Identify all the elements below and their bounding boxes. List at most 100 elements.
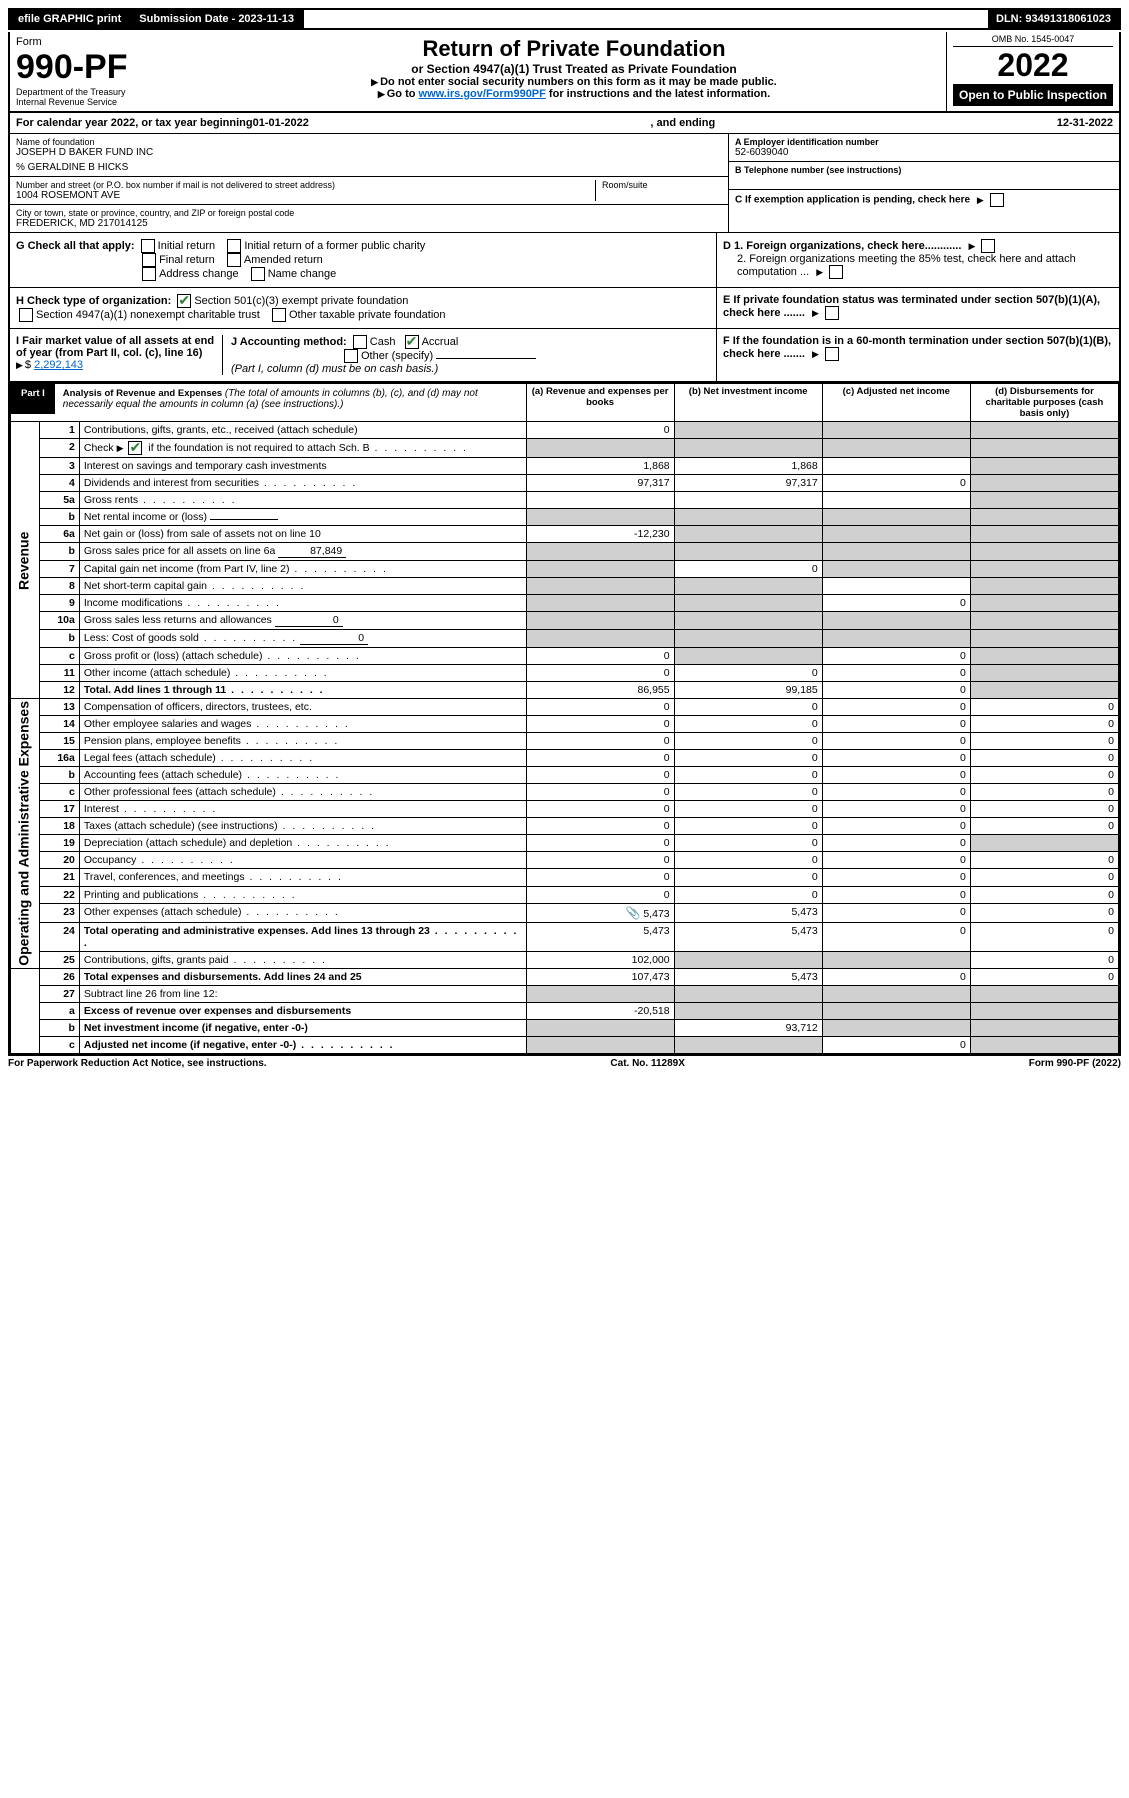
street-address: 1004 ROSEMONT AVE: [16, 190, 595, 201]
cb-4947[interactable]: [19, 308, 33, 322]
form-number: 990-PF: [16, 48, 196, 87]
g-opt-5: Name change: [268, 268, 337, 280]
d2-label: 2. Foreign organizations meeting the 85%…: [737, 253, 1076, 278]
g-section: G Check all that apply: Initial return I…: [10, 233, 717, 287]
col-a-header: (a) Revenue and expenses per books: [526, 384, 674, 422]
r20-a: 0: [526, 852, 674, 869]
r16c-b: 0: [674, 784, 822, 801]
line-16b: Accounting fees (attach schedule): [84, 769, 242, 781]
r16a-c: 0: [822, 750, 970, 767]
line-5b: Net rental income or (loss): [84, 511, 207, 523]
cb-501c3[interactable]: [177, 294, 191, 308]
r14-c: 0: [822, 716, 970, 733]
r7-b: 0: [674, 561, 822, 578]
line-17: Interest: [84, 803, 119, 815]
form-header: Form 990-PF Department of the Treasury I…: [8, 32, 1121, 113]
line-21: Travel, conferences, and meetings: [84, 871, 245, 883]
r12-b: 99,185: [674, 682, 822, 699]
entity-info: Name of foundation JOSEPH D BAKER FUND I…: [10, 134, 1119, 233]
line-12: Total. Add lines 1 through 11: [84, 684, 226, 696]
r11-a: 0: [526, 665, 674, 682]
cb-accrual[interactable]: [405, 335, 419, 349]
r17-d: 0: [970, 801, 1118, 818]
instr-1: Do not enter social security numbers on …: [380, 76, 777, 88]
cb-e[interactable]: [825, 306, 839, 320]
cb-other-taxable[interactable]: [272, 308, 286, 322]
r27c-c: 0: [822, 1036, 970, 1053]
r12-c: 0: [822, 682, 970, 699]
dln-label: DLN: 93491318061023: [988, 10, 1119, 28]
g-opt-2: Final return: [159, 254, 215, 266]
phone-label: B Telephone number (see instructions): [735, 165, 1113, 175]
i-section: I Fair market value of all assets at end…: [16, 335, 223, 375]
line-8: Net short-term capital gain: [84, 580, 207, 592]
submission-date: Submission Date - 2023-11-13: [131, 10, 304, 28]
e-section: E If private foundation status was termi…: [717, 288, 1119, 328]
r4-b: 97,317: [674, 475, 822, 492]
r3-b: 1,868: [674, 458, 822, 475]
cb-f[interactable]: [825, 347, 839, 361]
g-opt-4: Address change: [159, 268, 239, 280]
page-footer: For Paperwork Reduction Act Notice, see …: [8, 1056, 1121, 1069]
omb-label: OMB No. 1545-0047: [953, 32, 1113, 47]
r16b-a: 0: [526, 767, 674, 784]
cb-name-change[interactable]: [251, 267, 265, 281]
f-section: F If the foundation is in a 60-month ter…: [717, 329, 1119, 381]
instr-2-post: for instructions and the latest informat…: [546, 88, 770, 100]
cb-amended[interactable]: [227, 253, 241, 267]
r17-c: 0: [822, 801, 970, 818]
cb-cash[interactable]: [353, 335, 367, 349]
line-22: Printing and publications: [84, 889, 198, 901]
cb-other-method[interactable]: [344, 349, 358, 363]
cb-address-change[interactable]: [142, 267, 156, 281]
attach-icon[interactable]: 📎: [625, 906, 640, 920]
part-title: Analysis of Revenue and Expenses: [63, 388, 225, 399]
r21-a: 0: [526, 869, 674, 886]
cb-initial-return[interactable]: [141, 239, 155, 253]
r16c-c: 0: [822, 784, 970, 801]
line-16c: Other professional fees (attach schedule…: [84, 786, 276, 798]
checkbox-c[interactable]: [990, 193, 1004, 207]
r22-b: 0: [674, 886, 822, 903]
r21-d: 0: [970, 869, 1118, 886]
cal-begin: 01-01-2022: [253, 117, 309, 129]
line-15: Pension plans, employee benefits: [84, 735, 241, 747]
line-7: Capital gain net income (from Part IV, l…: [84, 563, 290, 575]
r22-a: 0: [526, 886, 674, 903]
fmv-value-link[interactable]: 2,292,143: [34, 359, 83, 371]
line-10b: Less: Cost of goods sold: [84, 632, 199, 644]
foundation-name: JOSEPH D BAKER FUND INC: [16, 147, 722, 158]
irs-link[interactable]: www.irs.gov/Form990PF: [419, 88, 546, 100]
form-label: Form: [16, 36, 196, 48]
r12-a: 86,955: [526, 682, 674, 699]
r13-b: 0: [674, 699, 822, 716]
e-label: E If private foundation status was termi…: [723, 294, 1100, 319]
r16a-a: 0: [526, 750, 674, 767]
h-label: H Check type of organization:: [16, 295, 171, 307]
r16b-b: 0: [674, 767, 822, 784]
cb-sch-b[interactable]: [128, 441, 142, 455]
g-label: G Check all that apply:: [16, 240, 135, 252]
cb-d1[interactable]: [981, 239, 995, 253]
line-10c: Gross profit or (loss) (attach schedule): [84, 650, 263, 662]
r20-b: 0: [674, 852, 822, 869]
r23-d: 0: [970, 903, 1118, 922]
cb-final-return[interactable]: [142, 253, 156, 267]
cal-end: 12-31-2022: [1057, 117, 1113, 129]
part-label: Part I: [11, 384, 55, 414]
line-14: Other employee salaries and wages: [84, 718, 252, 730]
cb-initial-former[interactable]: [227, 239, 241, 253]
r25-a: 102,000: [526, 951, 674, 968]
c-label: C If exemption application is pending, c…: [735, 195, 970, 206]
line-6a: Net gain or (loss) from sale of assets n…: [79, 526, 526, 543]
j-label: J Accounting method:: [231, 336, 347, 348]
addr-label: Number and street (or P.O. box number if…: [16, 180, 595, 190]
line-2-post: if the foundation is not required to att…: [145, 442, 369, 454]
analysis-table: Part I Analysis of Revenue and Expenses …: [10, 383, 1119, 1054]
r26-a: 107,473: [526, 968, 674, 985]
j-other-label: Other (specify): [361, 350, 433, 362]
r20-d: 0: [970, 852, 1118, 869]
cb-d2[interactable]: [829, 265, 843, 279]
header-left: Form 990-PF Department of the Treasury I…: [10, 32, 202, 111]
j-cash-label: Cash: [370, 336, 396, 348]
